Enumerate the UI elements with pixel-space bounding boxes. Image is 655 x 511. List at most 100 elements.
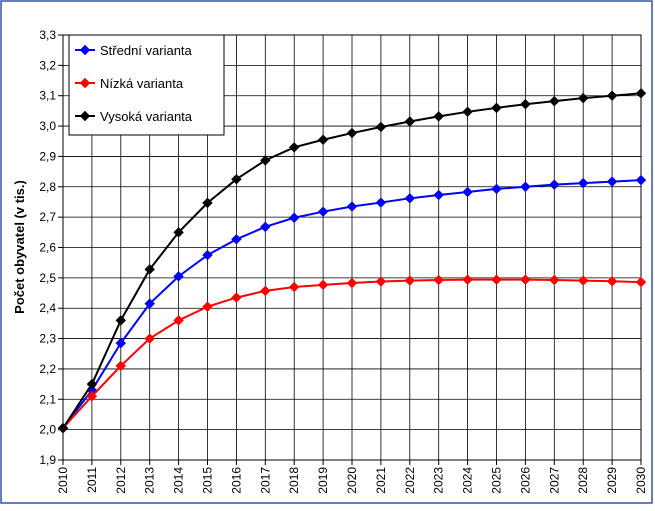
data-point xyxy=(202,197,213,209)
y-tick-label: 2,6 xyxy=(39,241,56,255)
x-tick-label: 2024 xyxy=(461,467,475,494)
x-tick-label: 2015 xyxy=(201,467,215,494)
data-point xyxy=(635,174,647,186)
legend-swatch-marker xyxy=(79,110,91,122)
data-point xyxy=(520,181,531,192)
series-layer xyxy=(57,88,647,434)
data-point xyxy=(288,212,300,223)
data-point xyxy=(288,142,300,153)
x-tick-label: 2023 xyxy=(432,467,446,494)
data-point xyxy=(86,391,98,402)
data-point xyxy=(375,276,387,287)
data-point xyxy=(144,333,155,344)
data-point xyxy=(346,277,358,289)
x-tick-label: 2019 xyxy=(316,467,330,494)
data-point xyxy=(635,88,647,99)
data-point xyxy=(173,227,184,238)
data-point xyxy=(520,99,531,110)
data-point xyxy=(606,90,618,101)
x-tick-label: 2026 xyxy=(518,467,532,494)
y-tick-label: 2,3 xyxy=(39,332,56,346)
data-point xyxy=(260,221,271,233)
y-tick-label: 2,8 xyxy=(39,180,56,194)
data-point xyxy=(144,264,155,275)
data-point xyxy=(260,285,271,297)
y-tick-label: 2,7 xyxy=(39,210,56,224)
legend-box xyxy=(68,34,225,136)
data-point xyxy=(115,315,127,326)
data-point xyxy=(86,378,98,390)
data-point xyxy=(115,360,127,372)
data-point xyxy=(231,234,242,245)
axes-layer: 1,9 2,0 2,1 2,2 2,3 2,4 2,5 2,6 2,7 2,8 2,9 3,0 3,1 3… xyxy=(39,28,648,494)
data-point xyxy=(491,183,502,195)
x-tick-label: 2011 xyxy=(85,467,99,493)
y-tick-label: 3,2 xyxy=(39,58,56,72)
data-point xyxy=(491,274,502,285)
x-tick-label: 2021 xyxy=(374,467,388,494)
data-point xyxy=(433,189,444,201)
x-tick-label: 2020 xyxy=(345,467,359,494)
data-point xyxy=(520,274,531,285)
data-point xyxy=(549,95,560,107)
x-tick-label: 2027 xyxy=(547,467,561,494)
series-2 xyxy=(57,88,647,434)
data-point xyxy=(375,121,387,133)
x-tick-label: 2030 xyxy=(634,467,648,494)
data-point xyxy=(202,301,213,312)
data-point xyxy=(462,106,473,118)
data-point xyxy=(404,116,416,127)
data-point xyxy=(404,275,416,286)
data-point xyxy=(115,337,127,349)
y-tick-label: 2,4 xyxy=(39,301,56,315)
data-point xyxy=(375,197,387,208)
data-point xyxy=(606,275,618,287)
y-tick-label: 3,1 xyxy=(39,89,56,103)
x-tick-label: 2012 xyxy=(114,467,128,494)
data-point xyxy=(202,249,213,261)
data-point xyxy=(606,176,618,187)
data-point xyxy=(173,315,184,326)
y-tick-label: 2,0 xyxy=(39,423,56,437)
data-point xyxy=(346,201,358,212)
data-point xyxy=(231,292,242,303)
x-tick-label: 2014 xyxy=(172,467,186,494)
x-tick-label: 2013 xyxy=(143,467,157,494)
data-point xyxy=(404,193,416,204)
x-tick-label: 2017 xyxy=(258,467,272,494)
data-point xyxy=(260,155,271,166)
data-point xyxy=(317,134,329,145)
y-tick-label: 2,1 xyxy=(39,392,56,406)
data-point xyxy=(173,271,184,282)
x-tick-label: 2025 xyxy=(490,467,504,494)
data-point xyxy=(346,127,358,139)
data-point xyxy=(57,422,69,434)
data-point xyxy=(635,276,647,288)
data-point xyxy=(577,275,589,286)
y-tick-label: 2,9 xyxy=(39,149,56,163)
legend-label: Vysoká varianta xyxy=(100,109,193,124)
legend-swatch-marker xyxy=(79,44,91,56)
data-point xyxy=(144,298,155,309)
data-point xyxy=(317,206,329,217)
data-point xyxy=(549,274,560,286)
y-tick-label: 3,0 xyxy=(39,119,56,133)
x-tick-label: 2028 xyxy=(576,467,590,494)
y-tick-label: 2,2 xyxy=(39,362,56,376)
data-point xyxy=(549,179,560,190)
x-tick-label: 2018 xyxy=(287,467,301,494)
legend-label: Střední varianta xyxy=(100,43,193,58)
y-tick-label: 2,5 xyxy=(39,271,56,285)
data-point xyxy=(433,274,444,286)
x-tick-label: 2016 xyxy=(229,467,243,494)
legend-swatch-marker xyxy=(79,77,91,89)
x-tick-label: 2029 xyxy=(605,467,619,494)
y-axis-label: Počet obyvatel (v tis.) xyxy=(12,180,27,314)
y-tick-label: 3,3 xyxy=(39,28,56,42)
data-point xyxy=(577,92,589,104)
x-tick-label: 2010 xyxy=(56,467,70,494)
data-point xyxy=(462,186,473,198)
data-point xyxy=(288,281,300,293)
